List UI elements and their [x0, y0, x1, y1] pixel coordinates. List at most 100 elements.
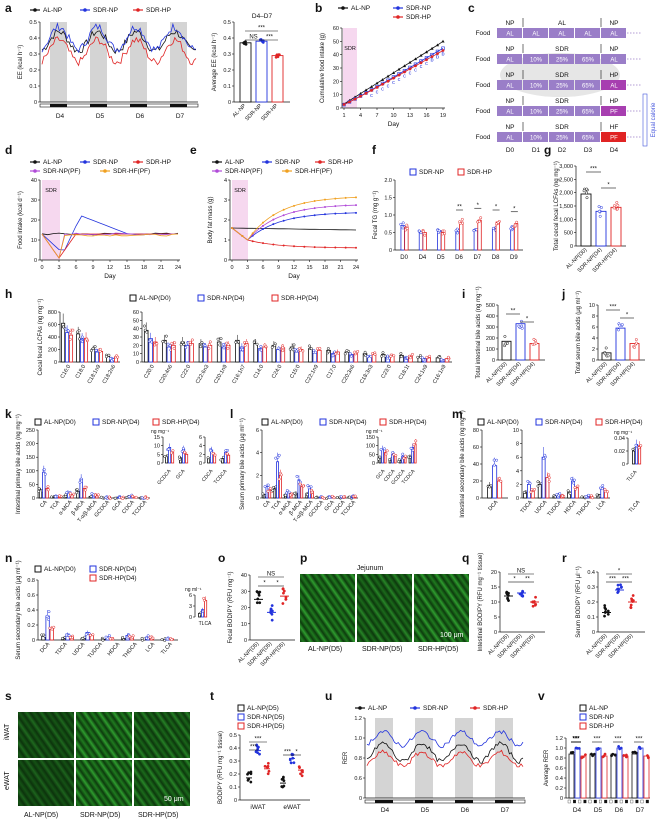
data-point-l	[353, 494, 357, 498]
y-tick-label-i: 200	[486, 336, 495, 342]
data-point-h-right	[179, 343, 183, 347]
dark-phase-u	[415, 800, 433, 803]
data-point-h-right	[336, 351, 340, 355]
data-point-h-right	[408, 356, 412, 360]
bar-m-left	[492, 465, 498, 499]
series-line-e-1	[231, 212, 357, 241]
data-point-q	[531, 604, 535, 608]
diet-cell-c	[523, 28, 548, 38]
sig-label-q1: NS	[517, 569, 525, 575]
legend-box-t2	[237, 713, 245, 721]
data-point-n	[91, 633, 95, 637]
panel-label-o: o	[218, 551, 225, 565]
sig-label-j1: ***	[609, 305, 617, 311]
x-tick-label-m: TLCA	[628, 499, 642, 514]
light-dark-bar-v	[578, 799, 582, 804]
legend-label-f1: SDR-NP	[419, 169, 444, 176]
sig-label-f: **	[457, 205, 462, 211]
data-point-h-right	[292, 343, 296, 347]
data-point-l-inset	[379, 448, 383, 452]
data-point-t	[258, 752, 261, 756]
y-tick-label-f: 1.5	[384, 196, 392, 202]
data-point-h-right	[234, 340, 238, 344]
bar-g	[610, 206, 622, 247]
data-point-m-right	[570, 477, 574, 481]
data-point-k	[90, 492, 94, 496]
diet-top-label-c: NP	[505, 20, 514, 27]
diet-cell-c	[549, 132, 574, 142]
data-point-f	[472, 229, 476, 233]
y-tick-label-k-inset: 0	[157, 461, 160, 467]
panel-label-d: d	[5, 143, 12, 157]
y-tick-label-j: 6	[592, 325, 595, 331]
diet-cell-c	[523, 80, 548, 90]
legend-marker-e4	[215, 169, 219, 173]
y-axis-label-a-bar: Average EE (kcal h⁻¹)	[212, 33, 218, 91]
legend-label-m2: SDR-NP(D4)	[545, 419, 583, 426]
data-point-h-right	[308, 344, 311, 348]
data-point-l	[307, 486, 311, 490]
bar-h-left	[95, 351, 100, 363]
data-point-f	[496, 221, 500, 224]
data-point-v	[571, 750, 575, 754]
data-point-m-left	[488, 485, 492, 489]
y-tick-label-l: 6	[256, 428, 259, 434]
data-point-t	[291, 756, 295, 760]
y-tick-label-h-right: 30	[133, 335, 139, 341]
data-point-m-right	[547, 479, 551, 483]
diet-cell-label-c: AL	[506, 58, 514, 64]
y-tick-label-g: 2,500	[559, 177, 573, 183]
y-axis-label-m-left: Intestinal secondary bile acids (ng mg⁻¹…	[460, 410, 466, 518]
x-tick-label-h: C16:1n9	[432, 364, 448, 385]
diet-cell-label-c: 65%	[582, 84, 595, 90]
data-point-h-right	[288, 347, 292, 351]
data-point-o	[270, 604, 274, 608]
data-point-n	[121, 635, 125, 639]
series-line-u-1	[366, 729, 524, 749]
data-point-g	[585, 187, 589, 191]
legend-label-l3: SDR-HP(D4)	[389, 419, 427, 426]
legend-marker-e2	[265, 160, 269, 164]
data-point-h-right	[386, 354, 390, 358]
data-point-m-right	[555, 493, 559, 497]
data-point-m-right	[576, 484, 580, 488]
data-point-g	[597, 209, 601, 213]
micrograph-label-p-hp: SDR-HP(D5)	[418, 646, 459, 653]
legend-label-a2: SDR-NP	[93, 7, 118, 14]
x-tick-label-b: 19	[440, 113, 446, 119]
y-tick-label-v: 0.6	[555, 766, 563, 772]
data-point-i	[520, 326, 524, 330]
y-tick-label-q: 0	[494, 630, 497, 636]
data-point-g	[585, 191, 588, 195]
data-point-l-inset	[411, 448, 415, 452]
data-point-k	[75, 491, 79, 495]
data-point-h-left	[80, 340, 84, 344]
data-point-r	[619, 586, 623, 589]
data-point-k	[113, 496, 117, 500]
data-point-j	[632, 346, 636, 349]
x-tick-label-h: C20:1n9	[213, 364, 229, 385]
bar-h-right	[262, 346, 267, 363]
data-point-h-left	[108, 357, 112, 361]
bar-i	[515, 323, 526, 361]
data-point-h-right	[203, 344, 207, 347]
data-point-t	[247, 771, 251, 775]
data-point-h-left	[105, 355, 108, 359]
data-point-m-right	[522, 491, 526, 494]
data-point-t	[256, 751, 259, 755]
data-point-k	[143, 495, 147, 499]
y-tick-label-a-bar: 0	[228, 100, 231, 106]
data-point-h-right	[166, 342, 170, 346]
data-point-n	[146, 634, 150, 638]
data-point-n	[160, 638, 164, 641]
sig-label-v3: ***	[635, 737, 643, 743]
data-point-k-inset2	[224, 449, 228, 452]
sig-label-a3: ***	[258, 26, 266, 32]
data-point-n	[61, 636, 64, 640]
x-tick-label-h: C24:1n9	[414, 364, 430, 385]
data-point-h-right	[440, 358, 443, 362]
y-tick-label-n-inset: 3	[189, 604, 192, 610]
data-point-h-right	[281, 345, 285, 349]
y-tick-label-o: 40	[241, 573, 247, 579]
legend-label-h3: SDR-HP(D4)	[281, 295, 319, 302]
